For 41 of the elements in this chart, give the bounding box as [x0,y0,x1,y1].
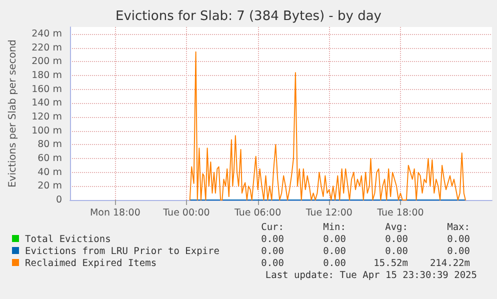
text: Max: [446,222,470,234]
text: Min: [322,222,346,234]
text: 214.22m [428,258,470,270]
x-tick-label: Tue 18:00 [376,208,424,218]
legend-label: Evictions from LRU Prior to Expire [24,246,220,258]
text: 0.00 [322,258,346,270]
y-tick-label: 60 m [38,152,62,164]
x-tick-label: Tue 06:00 [234,208,282,218]
y-tick-label: 240 m [32,28,62,40]
text: 0.00 [260,234,284,246]
y-axis-title: Evictions per Slab per second [8,39,18,188]
text: 0.00 [384,246,408,258]
y-tick-label: 0 [56,194,62,206]
chart-title: Evictions for Slab: 7 (384 Bytes) - by day [116,9,382,24]
x-tick-label: Tue 12:00 [304,208,352,218]
y-tick-label: 100 m [32,125,62,136]
text: 0.00 [446,234,470,246]
text: Last update: Tue Apr 15 23:30:39 2025 [265,270,477,281]
x-tick-label: Tue 00:00 [162,208,210,218]
text: 0.00 [322,246,346,258]
text: 15.52m [372,258,408,270]
text: Avg: [384,222,408,234]
text: Cur: [260,222,284,234]
y-tick-label: 40 m [38,166,62,178]
text: 0.00 [384,234,408,246]
legend-label: Reclaimed Expired Items [24,258,158,270]
text: 0.00 [260,258,284,270]
y-tick-label: 80 m [38,139,62,150]
y-tick-label: 180 m [32,70,62,81]
y-tick-label: 160 m [32,84,62,95]
text: 0.00 [322,234,346,246]
y-tick-label: 200 m [32,56,62,68]
text: 0.00 [446,246,470,258]
legend-label: Total Evictions [24,234,112,246]
text: 0.00 [260,246,284,258]
y-tick-label: 20 m [38,180,62,192]
x-tick-label: Mon 18:00 [90,208,140,218]
y-tick-label: 120 m [32,111,62,122]
y-tick-label: 140 m [32,98,62,109]
line-series [189,51,466,200]
y-tick-label: 220 m [32,42,62,54]
